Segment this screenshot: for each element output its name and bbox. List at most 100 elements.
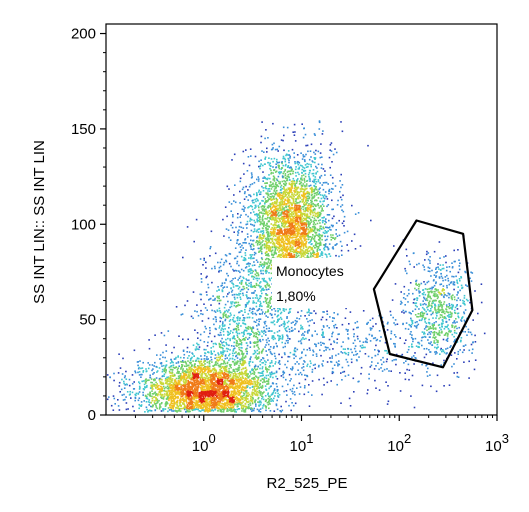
event-dot <box>248 300 250 302</box>
event-dot <box>422 300 424 302</box>
event-dot <box>290 191 292 193</box>
event-dot <box>295 219 297 221</box>
event-dot <box>323 336 325 338</box>
event-dot <box>352 377 355 380</box>
event-dot <box>191 352 193 354</box>
event-dot <box>269 190 271 192</box>
event-dot <box>185 384 187 387</box>
event-dot <box>279 312 282 315</box>
event-dot <box>200 355 202 357</box>
event-dot <box>272 166 274 168</box>
event-dot <box>240 346 242 349</box>
event-dot <box>242 317 245 319</box>
event-dot <box>460 339 462 342</box>
event-dot <box>461 286 464 289</box>
event-dot <box>431 312 434 315</box>
event-dot <box>319 182 321 184</box>
event-dot <box>313 229 316 231</box>
event-dot <box>236 370 238 372</box>
event-dot <box>213 364 216 366</box>
event-dot <box>353 233 356 236</box>
event-dot <box>228 333 230 336</box>
event-dot <box>176 399 179 402</box>
event-dot <box>278 167 281 170</box>
event-dot <box>236 380 239 382</box>
event-dot <box>285 378 287 381</box>
event-dot <box>441 267 444 270</box>
event-dot <box>286 236 289 238</box>
event-dot <box>328 226 331 228</box>
event-dot <box>227 316 229 319</box>
event-dot <box>218 288 220 291</box>
event-dot <box>383 368 386 371</box>
event-dot <box>410 331 412 333</box>
event-dot <box>270 267 273 269</box>
event-dot <box>249 404 252 406</box>
event-dot <box>223 261 226 264</box>
event-dot <box>247 189 249 191</box>
event-dot <box>247 156 250 158</box>
event-dot <box>245 281 247 284</box>
event-dot <box>165 360 168 362</box>
event-dot <box>326 235 329 238</box>
event-dot <box>307 329 309 332</box>
event-dot <box>278 161 280 164</box>
event-dot <box>261 220 264 222</box>
event-dot <box>412 302 415 304</box>
event-dot <box>277 238 280 240</box>
event-dot <box>443 310 445 313</box>
event-dot <box>252 341 255 344</box>
event-dot <box>267 235 269 238</box>
event-dot <box>234 393 236 396</box>
event-dot <box>264 156 267 159</box>
event-dot <box>190 370 193 373</box>
event-dot <box>177 407 180 410</box>
event-dot <box>276 331 279 333</box>
event-dot <box>223 361 226 363</box>
event-dot <box>233 382 236 385</box>
event-dot <box>296 233 298 235</box>
event-dot <box>378 389 381 391</box>
event-dot <box>302 166 304 169</box>
event-dot <box>434 291 436 293</box>
event-dot <box>275 209 277 211</box>
event-dot <box>317 247 320 249</box>
event-dot <box>277 392 279 395</box>
event-dot <box>204 397 206 399</box>
event-dot <box>288 159 290 162</box>
event-dot <box>235 331 238 334</box>
event-dot <box>290 226 292 229</box>
event-dot <box>277 221 280 223</box>
event-dot <box>428 303 430 306</box>
event-dot <box>262 272 264 275</box>
event-dot <box>275 235 277 237</box>
event-dot <box>353 391 355 393</box>
event-dot <box>224 357 227 360</box>
event-dot <box>200 402 202 404</box>
event-dot <box>195 393 198 396</box>
event-dot <box>251 275 253 277</box>
event-dot <box>267 253 270 255</box>
event-dot <box>281 341 283 344</box>
event-dot <box>288 202 290 204</box>
event-dot <box>236 396 239 399</box>
event-dot <box>287 339 289 342</box>
event-dot <box>375 339 378 342</box>
event-dot <box>143 400 145 402</box>
event-dot <box>239 404 242 406</box>
event-dot <box>263 321 266 323</box>
event-dot <box>231 407 233 409</box>
event-dot <box>234 373 237 375</box>
event-dot <box>445 255 447 257</box>
event-dot <box>181 395 184 397</box>
event-dot <box>210 383 212 386</box>
event-dot <box>272 338 275 341</box>
event-dot <box>256 244 259 246</box>
event-dot <box>218 407 221 410</box>
event-dot <box>236 401 238 404</box>
event-dot <box>320 354 322 357</box>
event-dot <box>431 300 434 303</box>
event-dot <box>269 235 271 237</box>
event-dot <box>222 316 225 319</box>
event-dot <box>233 381 235 384</box>
